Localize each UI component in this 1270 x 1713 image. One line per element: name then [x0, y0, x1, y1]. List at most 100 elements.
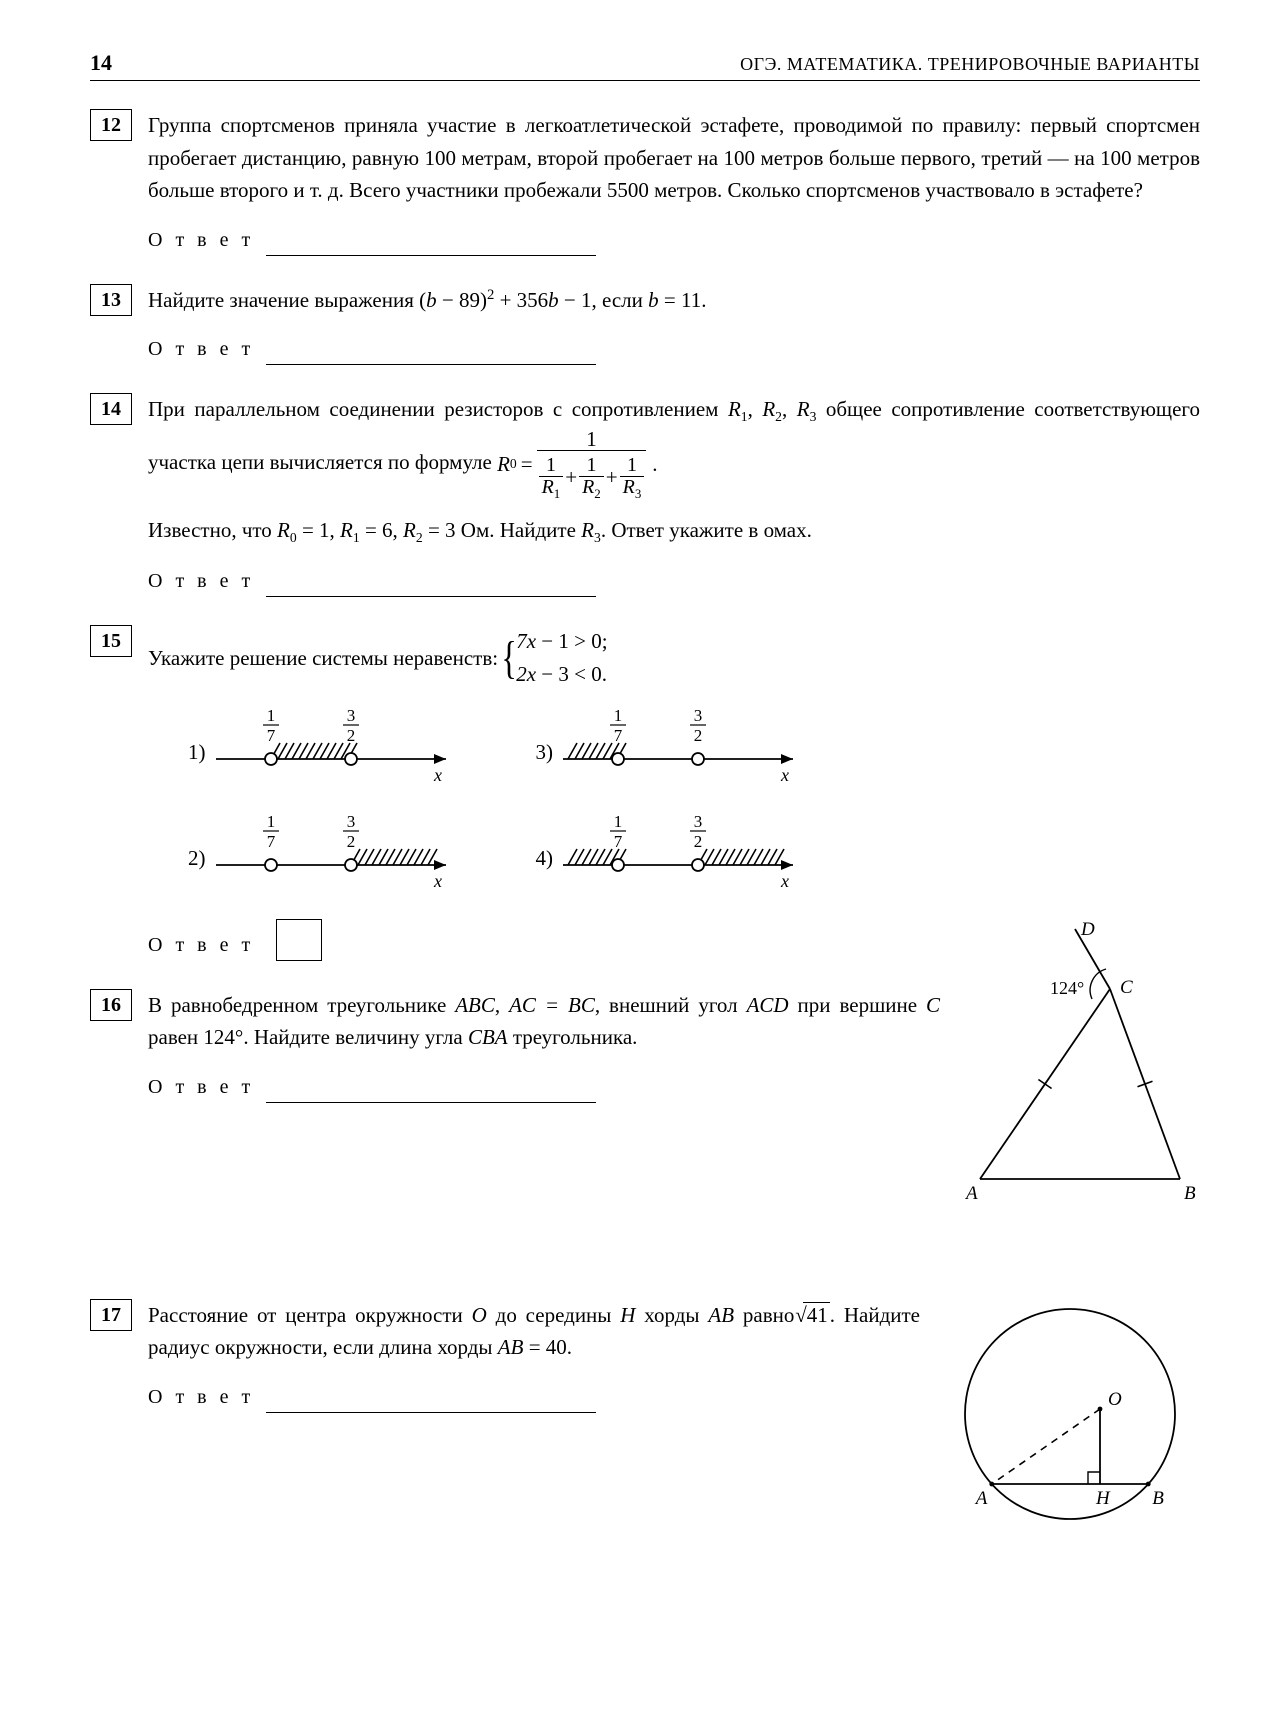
page-number: 14 [90, 50, 112, 76]
var-b: b [648, 288, 659, 312]
options-grid: 1) 1732x 3) 1732x 2) 1732x 4) 17 [188, 707, 1200, 891]
svg-text:D: D [1080, 919, 1095, 940]
t: = 6, [360, 518, 403, 542]
svg-text:2: 2 [694, 832, 703, 851]
t: = 1, [297, 518, 340, 542]
problem-number: 13 [90, 284, 132, 316]
answer-label: О т в е т [148, 566, 254, 597]
problem-number: 16 [90, 989, 132, 1021]
t: = 40. [523, 1335, 572, 1359]
svg-text:7: 7 [614, 726, 623, 745]
sqrt-val: 41 [807, 1303, 828, 1327]
t: треугольника. [508, 1025, 638, 1049]
svg-text:H: H [1095, 1488, 1111, 1509]
option-1: 1) 1732x [188, 707, 466, 785]
R: R [623, 476, 635, 498]
t: + 356 [494, 288, 548, 312]
svg-text:A: A [974, 1488, 988, 1509]
problem-number: 12 [90, 109, 132, 141]
n: 1 [579, 455, 604, 477]
s: 3 [635, 486, 641, 501]
t: до середины [487, 1303, 620, 1327]
svg-text:3: 3 [346, 707, 355, 725]
circle-figure: A B H O [940, 1289, 1200, 1549]
answer-row: О т в е т [148, 334, 1200, 365]
svg-text:2: 2 [346, 832, 355, 851]
problem-number: 15 [90, 625, 132, 657]
problem-body: Найдите значение выражения (b − 89)2 + 3… [148, 284, 1200, 366]
sub: 2 [775, 409, 782, 424]
problem-body: Укажите решение системы неравенств: { 7x… [148, 625, 1200, 960]
svg-text:2: 2 [346, 726, 355, 745]
R: R [581, 518, 594, 542]
R: R [403, 518, 416, 542]
s: 3 [594, 530, 601, 545]
svg-text:1: 1 [614, 707, 623, 725]
t: CBA [468, 1025, 508, 1049]
answer-row: О т в е т [148, 225, 1200, 256]
R: R [728, 397, 741, 421]
problem-body: При параллельном соединении резисторов с… [148, 393, 1200, 597]
problem-text: При параллельном соединении резисторов с… [148, 393, 1200, 500]
answer-blank[interactable] [266, 1082, 596, 1103]
problem-line2: Известно, что R0 = 1, R1 = 6, R2 = 3 Ом.… [148, 514, 1200, 548]
t: ABC [455, 993, 495, 1017]
answer-row: О т в е т [148, 1072, 940, 1103]
problem-12: 12 Группа спортсменов приняла участие в … [90, 109, 1200, 256]
svg-text:7: 7 [614, 832, 623, 851]
brace-icon: { [501, 640, 516, 677]
s: 1 [554, 486, 560, 501]
svg-text:1: 1 [266, 813, 275, 831]
R: R [340, 518, 353, 542]
svg-text:3: 3 [694, 707, 703, 725]
number-line-4: 1732x [563, 813, 813, 891]
option-3: 3) 1732x [536, 707, 814, 785]
problem-text: Укажите решение системы неравенств: { 7x… [148, 625, 1200, 690]
formula-fraction: 1 1R1 + 1R2 + 1R3 [537, 428, 647, 501]
s: 2 [594, 486, 600, 501]
problem-body: Группа спортсменов приняла участие в лег… [148, 109, 1200, 256]
svg-text:2: 2 [694, 726, 703, 745]
ineq1: 7x − 1 > 0; [516, 625, 607, 658]
t: Укажите решение системы неравенств: [148, 642, 498, 675]
option-2: 2) 1732x [188, 813, 466, 891]
sub: 3 [810, 409, 817, 424]
answer-blank[interactable] [266, 235, 596, 256]
t: C [926, 993, 940, 1017]
sub: 1 [741, 409, 748, 424]
answer-blank[interactable] [266, 344, 596, 365]
option-4: 4) 1732x [536, 813, 814, 891]
R: R [277, 518, 290, 542]
problem-15: 15 Укажите решение системы неравенств: {… [90, 625, 1200, 960]
problem-number: 17 [90, 1299, 132, 1331]
svg-text:B: B [1152, 1488, 1164, 1509]
problem-text: В равнобедренном треугольнике ABC, AC = … [148, 989, 940, 1054]
answer-row: О т в е т [148, 566, 1200, 597]
answer-label: О т в е т [148, 334, 254, 365]
answer-blank[interactable] [266, 576, 596, 597]
t: O [472, 1303, 487, 1327]
t: равен 124°. Найдите величину угла [148, 1025, 468, 1049]
R: R [762, 397, 775, 421]
t: − 89) [437, 288, 487, 312]
page-header: 14 ОГЭ. МАТЕМАТИКА. ТРЕНИРОВОЧНЫЕ ВАРИАН… [90, 50, 1200, 81]
t: , внешний угол [595, 993, 747, 1017]
svg-text:x: x [780, 765, 789, 785]
number-line-3: 17 32 x [563, 707, 813, 785]
answer-label: О т в е т [148, 225, 254, 256]
problem-text: Группа спортсменов приняла участие в лег… [148, 109, 1200, 207]
answer-blank[interactable] [266, 1392, 596, 1413]
var-b: b [426, 288, 437, 312]
svg-text:x: x [780, 871, 789, 891]
svg-text:O: O [1108, 1389, 1122, 1410]
d: R1 [539, 477, 564, 501]
t: − 1, если [559, 288, 648, 312]
answer-label: О т в е т [148, 930, 254, 961]
frac-num: 1 [537, 428, 647, 451]
svg-text:3: 3 [346, 813, 355, 831]
t: = 3 Ом. Найдите [423, 518, 581, 542]
t: , [495, 993, 509, 1017]
answer-box[interactable] [276, 919, 322, 961]
t: ACD [747, 993, 789, 1017]
n: 1 [620, 455, 645, 477]
